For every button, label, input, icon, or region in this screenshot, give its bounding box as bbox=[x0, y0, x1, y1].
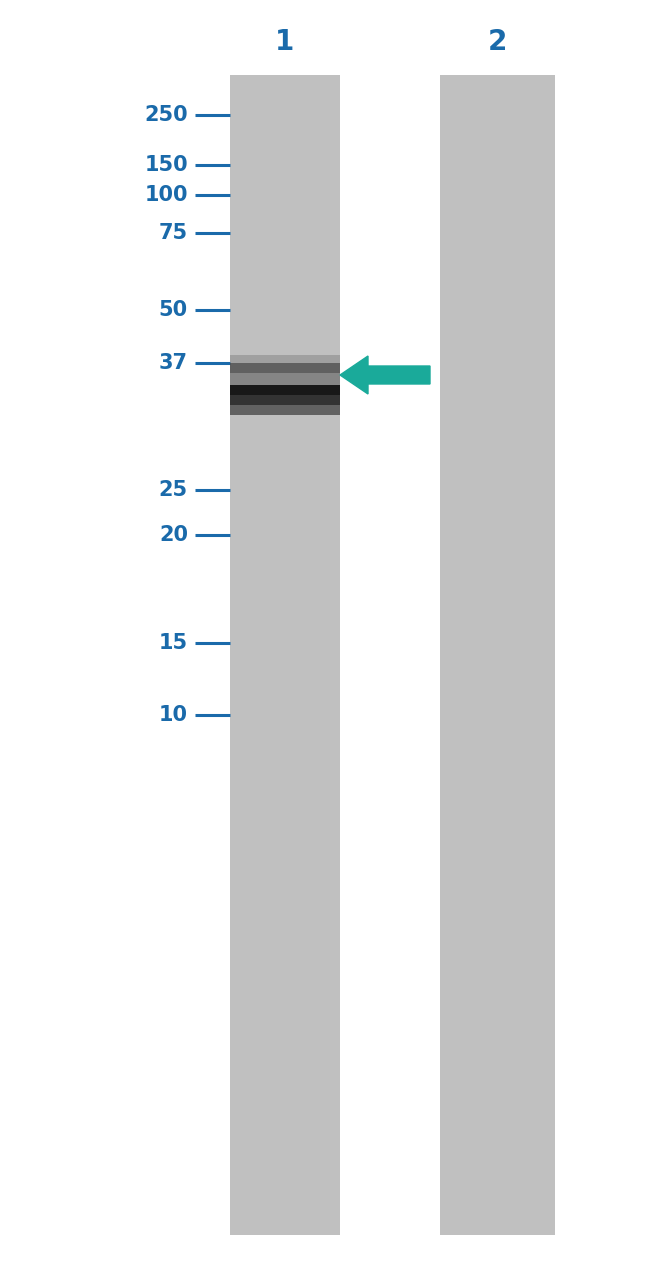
Text: 2: 2 bbox=[488, 28, 507, 56]
Bar bbox=[230, 373, 340, 385]
Bar bbox=[230, 385, 340, 395]
Text: 25: 25 bbox=[159, 480, 188, 500]
Text: 75: 75 bbox=[159, 224, 188, 243]
Text: 10: 10 bbox=[159, 705, 188, 725]
Bar bbox=[230, 363, 340, 373]
Bar bbox=[440, 75, 555, 1234]
Text: 250: 250 bbox=[144, 105, 188, 124]
Bar bbox=[230, 405, 340, 415]
Bar bbox=[230, 356, 340, 363]
Text: 50: 50 bbox=[159, 300, 188, 320]
Bar bbox=[230, 75, 340, 1234]
Text: 20: 20 bbox=[159, 525, 188, 545]
FancyArrow shape bbox=[340, 356, 430, 394]
Text: 15: 15 bbox=[159, 632, 188, 653]
Text: 1: 1 bbox=[276, 28, 294, 56]
Text: 37: 37 bbox=[159, 353, 188, 373]
Text: 100: 100 bbox=[144, 185, 188, 204]
Bar bbox=[230, 395, 340, 405]
Text: 150: 150 bbox=[144, 155, 188, 175]
